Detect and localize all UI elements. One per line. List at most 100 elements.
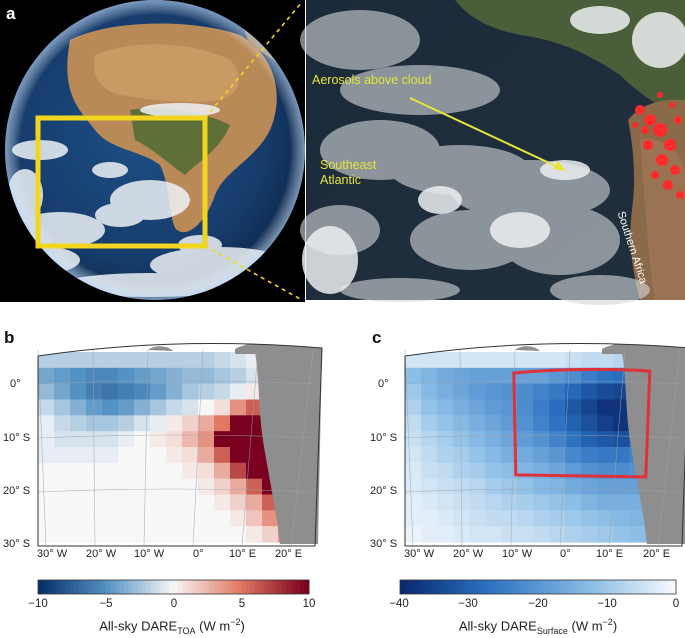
colorbar-surface-segment: [441, 580, 447, 594]
colorbar-surface-segment: [643, 580, 649, 594]
heatmap-cell: [549, 526, 566, 543]
heatmap-cell: [198, 367, 215, 385]
colorbar-surface-segment: [413, 580, 419, 594]
heatmap-cell: [533, 415, 550, 432]
maps-figure: [33, 340, 685, 595]
heatmap-cell: [182, 383, 199, 401]
colorbar-toa-segment: [218, 580, 224, 594]
heatmap-cell: [485, 510, 502, 527]
colorbar-surface-segment: [547, 580, 553, 594]
heatmap-cell: [118, 399, 135, 416]
heatmap-cell: [230, 447, 247, 464]
heatmap-cell: [150, 510, 167, 527]
heatmap-cell: [54, 447, 71, 464]
heatmap-cell: [533, 478, 550, 496]
colorbar-toa-segment: [164, 580, 170, 594]
colorbar-toa-segment: [196, 580, 202, 594]
southeast-atlantic-label-line1: Southeast: [320, 158, 377, 172]
heatmap-cell: [134, 478, 151, 496]
colorbar-toa-segment: [187, 580, 193, 594]
colorbar-surface-segment: [538, 580, 544, 594]
heatmap-cell: [70, 399, 87, 416]
heatmap-cell: [597, 431, 614, 448]
heatmap-cell: [134, 352, 151, 369]
colorbar-toa: [37, 579, 310, 595]
heatmap-cell: [38, 399, 55, 416]
heatmap-cell: [517, 399, 534, 416]
heatmap-cell: [102, 383, 119, 401]
colorbar-toa-segment: [132, 580, 138, 594]
heatmap-cell: [405, 431, 422, 448]
heatmap-cell: [150, 462, 167, 480]
heatmap-cell: [469, 462, 486, 480]
colorbar-toa-segment: [223, 580, 229, 594]
heatmap-cell: [54, 352, 71, 369]
heatmap-cell: [150, 352, 167, 369]
colorbar-toa-segment: [123, 580, 129, 594]
heatmap-cell: [198, 383, 215, 401]
heatmap-cell: [421, 431, 438, 448]
heatmap-cell: [54, 399, 71, 416]
heatmap-cell: [469, 494, 486, 511]
heatmap-cell: [437, 447, 454, 464]
panel-a-figure: [0, 0, 685, 305]
heatmap-cell: [405, 478, 422, 496]
colorbar-toa-segment: [150, 580, 156, 594]
colorbar-surface-segment: [565, 580, 571, 594]
heatmap-cell: [38, 510, 55, 527]
colorbar-surface-segment: [602, 580, 608, 594]
heatmap-cell: [182, 399, 199, 416]
colorbar-toa-segment: [250, 580, 256, 594]
heatmap-cell: [421, 510, 438, 527]
heatmap-cell: [118, 367, 135, 385]
heatmap-cell: [405, 415, 422, 432]
heatmap-cell: [597, 399, 614, 416]
heatmap-cell: [437, 367, 454, 385]
heatmap-cell: [102, 352, 119, 369]
heatmap-cell: [182, 431, 199, 448]
heatmap-cell: [70, 526, 87, 543]
heatmap-cell: [453, 510, 470, 527]
heatmap-cell: [214, 510, 231, 527]
colorbar-surface-segment: [625, 580, 631, 594]
b-lon-tick-0: 0°: [193, 548, 204, 560]
heatmap-cell: [230, 494, 247, 511]
heatmap-cell: [246, 431, 263, 448]
heatmap-cell: [150, 447, 167, 464]
colorbar-toa-segment: [51, 580, 57, 594]
heatmap-cell: [581, 510, 598, 527]
heatmap-cell: [485, 352, 502, 369]
heatmap-cell: [437, 383, 454, 401]
heatmap-cell: [613, 478, 630, 496]
heatmap-cell: [198, 478, 215, 496]
heatmap-cell: [70, 352, 87, 369]
colorbar-surface-segment: [630, 580, 636, 594]
heatmap-cell: [469, 399, 486, 416]
heatmap-cell: [613, 399, 630, 416]
heatmap-cell: [182, 510, 199, 527]
heatmap-cell: [565, 431, 582, 448]
heatmap-cell: [549, 478, 566, 496]
colorbar-toa-segment: [105, 580, 111, 594]
heatmap-cell: [38, 462, 55, 480]
colorbar-toa-segment: [69, 580, 75, 594]
heatmap-cell: [102, 367, 119, 385]
colorbar-toa-segment: [168, 580, 174, 594]
heatmap-cell: [214, 415, 231, 432]
heatmap-cell: [262, 510, 279, 527]
heatmap-cell: [565, 494, 582, 511]
colorbar-surface-segment: [473, 580, 479, 594]
heatmap-cell: [533, 383, 550, 401]
heatmap-cell: [86, 510, 103, 527]
heatmap-cell: [54, 478, 71, 496]
c-colorbar-title: All-sky DARESurface (W m−2): [458, 617, 618, 636]
heatmap-cell: [54, 383, 71, 401]
heatmap-cell: [437, 478, 454, 496]
colorbar-toa-segment: [137, 580, 143, 594]
c-lat-tick-10s: 10° S: [370, 432, 398, 444]
colorbar-toa-segment: [232, 580, 238, 594]
heatmap-cell: [86, 367, 103, 385]
heatmap-cell: [54, 462, 71, 480]
colorbar-toa-segment: [227, 580, 233, 594]
colorbar-toa-segment: [173, 580, 179, 594]
